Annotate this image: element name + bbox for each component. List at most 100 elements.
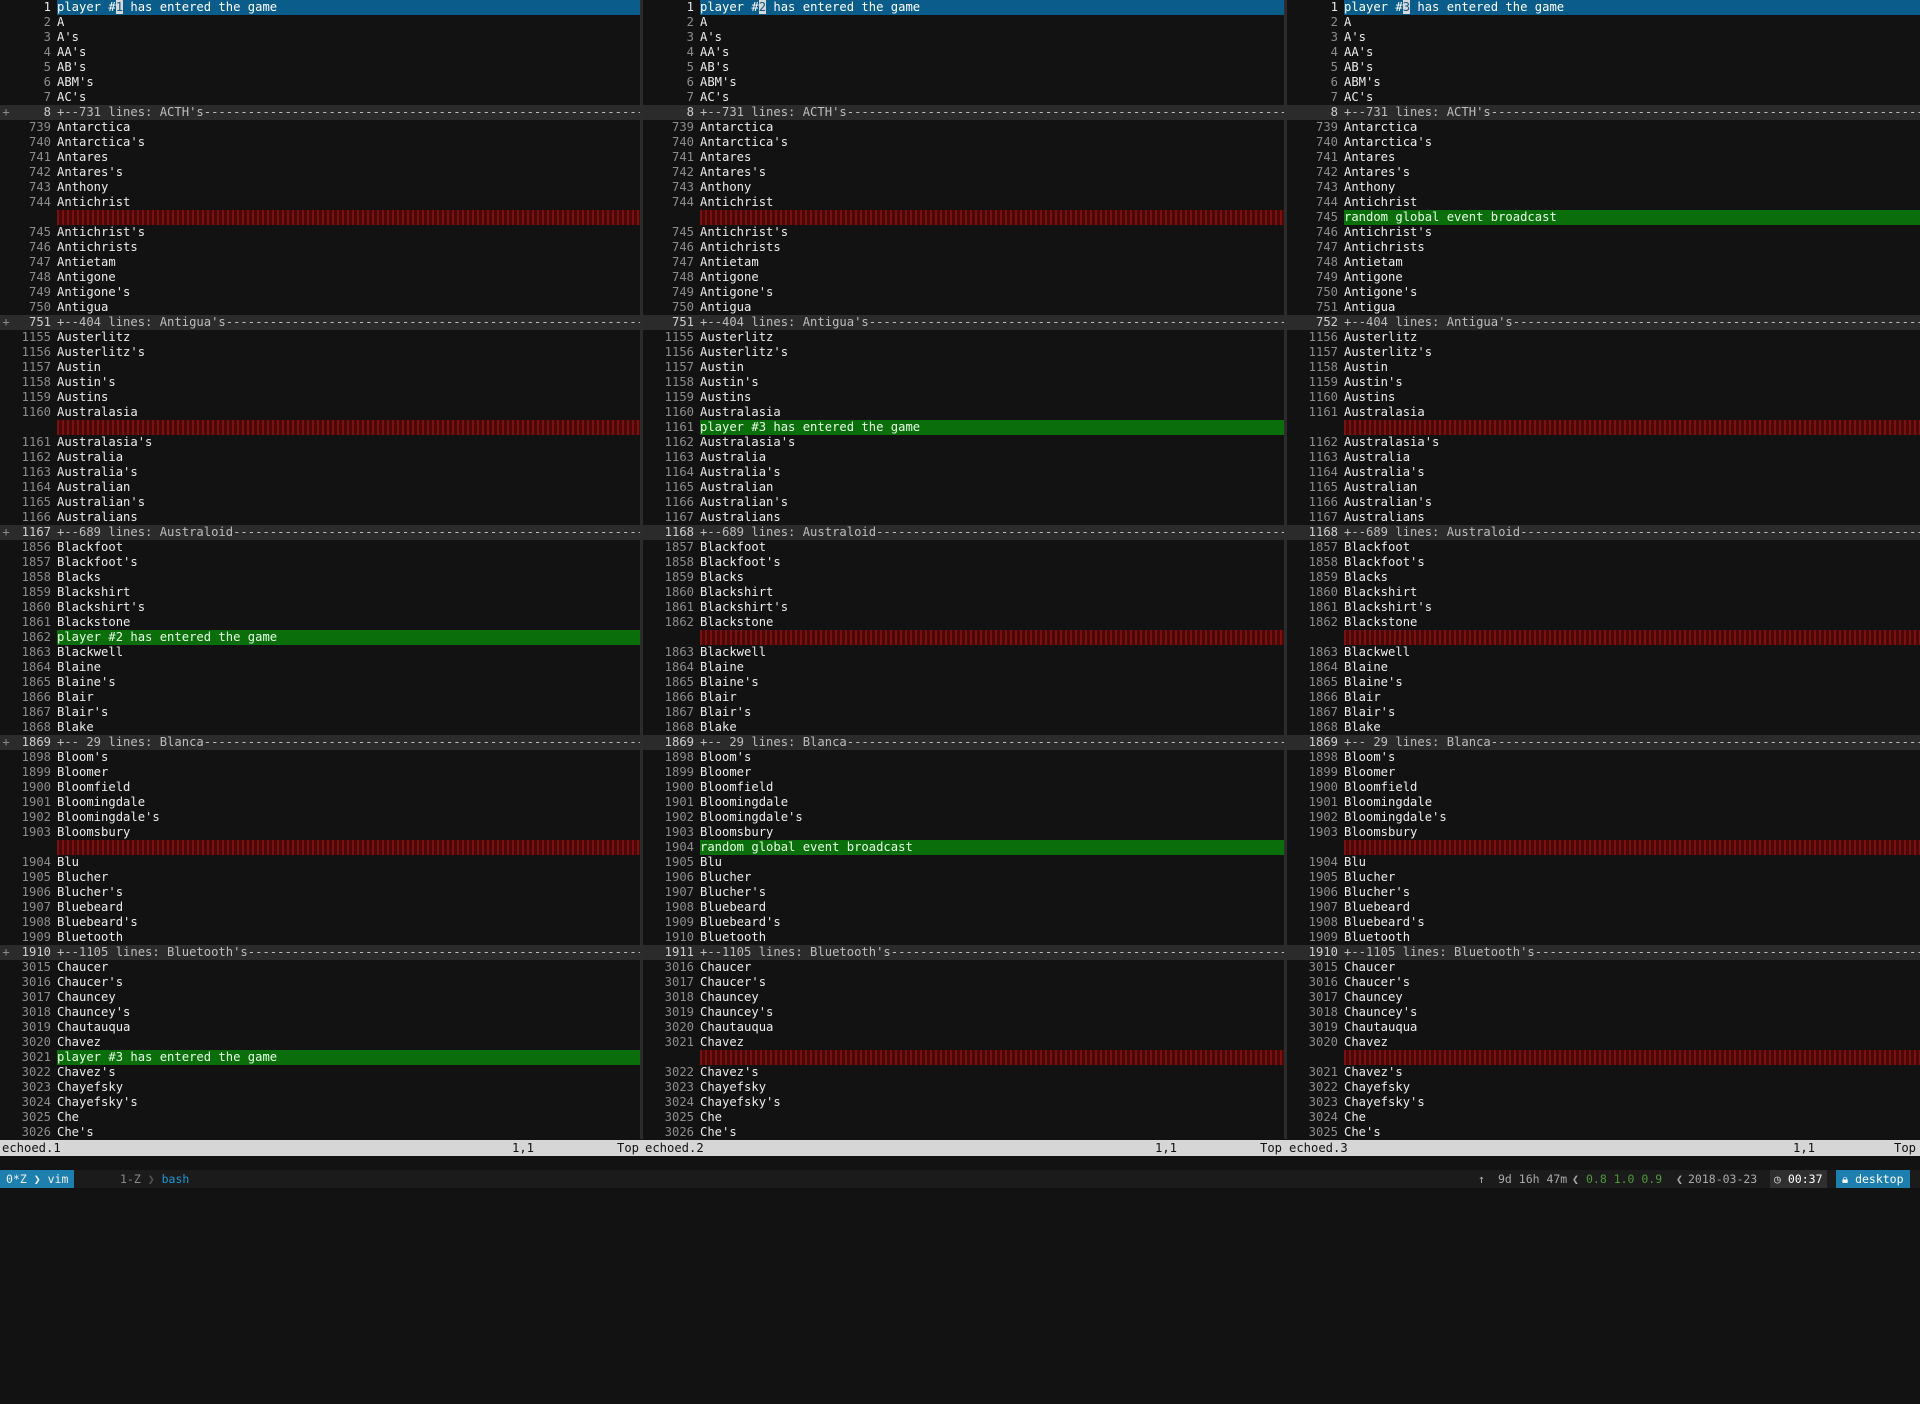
buffer-line[interactable]: 1157 Austin (643, 360, 1284, 375)
buffer-line[interactable]: 1155 Austerlitz (643, 330, 1284, 345)
buffer-line[interactable]: 3017 Chauncey (0, 990, 640, 1005)
buffer-line[interactable]: 1167 Australians (643, 510, 1284, 525)
buffer-line[interactable]: 741 Antares (1287, 150, 1920, 165)
buffer-line[interactable]: 1164 Australian (0, 480, 640, 495)
buffer-line[interactable]: 1857 Blackfoot's (0, 555, 640, 570)
buffer-line[interactable]: 1 player #2 has entered the game (643, 0, 1284, 15)
buffer-line[interactable]: 742 Antares's (0, 165, 640, 180)
buffer-line[interactable]: 1902 Bloomingdale's (643, 810, 1284, 825)
buffer-line[interactable]: 4 AA's (643, 45, 1284, 60)
buffer-line[interactable]: 1865 Blaine's (643, 675, 1284, 690)
buffer-line[interactable]: 1904 Blu (1287, 855, 1920, 870)
buffer-line[interactable]: 3026 Che's (643, 1125, 1284, 1139)
buffer-line[interactable]: 3023 Chayefsky (0, 1080, 640, 1095)
fold-line[interactable]: +8 +--731 lines: ACTH's------------------… (0, 105, 640, 120)
buffer-line[interactable]: 1160 Australasia (0, 405, 640, 420)
buffer-line[interactable]: 1863 Blackwell (643, 645, 1284, 660)
diff-filler-line[interactable] (1287, 420, 1920, 435)
buffer-line[interactable]: 1868 Blake (643, 720, 1284, 735)
buffer-line[interactable]: 1862 Blackstone (1287, 615, 1920, 630)
buffer-line[interactable]: 5 AB's (0, 60, 640, 75)
diff-filler-line[interactable] (0, 420, 640, 435)
buffer-line[interactable]: 746 Antichrists (643, 240, 1284, 255)
buffer-line[interactable]: 3022 Chavez's (643, 1065, 1284, 1080)
buffer-line[interactable]: 1906 Blucher's (0, 885, 640, 900)
buffer-line[interactable]: 749 Antigone's (643, 285, 1284, 300)
buffer-line[interactable]: 6 ABM's (0, 75, 640, 90)
buffer-line[interactable]: 1159 Austins (643, 390, 1284, 405)
buffer-line[interactable]: 1156 Austerlitz (1287, 330, 1920, 345)
buffer-line[interactable]: 747 Antietam (643, 255, 1284, 270)
buffer-line[interactable]: 1157 Austin (0, 360, 640, 375)
buffer-line[interactable]: 1901 Bloomingdale (0, 795, 640, 810)
buffer-line[interactable]: 1864 Blaine (643, 660, 1284, 675)
buffer-line[interactable]: 3023 Chayefsky's (1287, 1095, 1920, 1110)
buffer-line[interactable]: 1162 Australasia's (643, 435, 1284, 450)
buffer-line[interactable]: 1865 Blaine's (0, 675, 640, 690)
buffer-line[interactable]: 1906 Blucher (643, 870, 1284, 885)
fold-line[interactable]: 1869 +-- 29 lines: Blanca----------------… (1287, 735, 1920, 750)
buffer-line[interactable]: 1905 Blucher (1287, 870, 1920, 885)
buffer-line[interactable]: 5 AB's (643, 60, 1284, 75)
buffer-line[interactable]: 741 Antares (643, 150, 1284, 165)
buffer-line[interactable]: 7 AC's (643, 90, 1284, 105)
buffer-line[interactable]: 1903 Bloomsbury (1287, 825, 1920, 840)
diff-filler-line[interactable] (643, 630, 1284, 645)
buffer-line[interactable]: 3018 Chauncey's (0, 1005, 640, 1020)
buffer-line[interactable]: 1867 Blair's (643, 705, 1284, 720)
diff-filler-line[interactable] (0, 210, 640, 225)
buffer-line[interactable]: 1867 Blair's (1287, 705, 1920, 720)
buffer-line[interactable]: 742 Antares's (1287, 165, 1920, 180)
buffer-line[interactable]: 1158 Austin's (0, 375, 640, 390)
buffer-line[interactable]: 1903 Bloomsbury (0, 825, 640, 840)
buffer-line[interactable]: 1859 Blacks (1287, 570, 1920, 585)
diff-added-line[interactable]: 1161 player #3 has entered the game (643, 420, 1284, 435)
buffer-line[interactable]: 1867 Blair's (0, 705, 640, 720)
buffer-line[interactable]: 7 AC's (1287, 90, 1920, 105)
buffer-line[interactable]: 748 Antigone (0, 270, 640, 285)
buffer-line[interactable]: 1165 Australian (1287, 480, 1920, 495)
buffer-line[interactable]: 1864 Blaine (0, 660, 640, 675)
buffer-line[interactable]: 748 Antigone (643, 270, 1284, 285)
buffer-line[interactable]: 1866 Blair (643, 690, 1284, 705)
buffer-line[interactable]: 3025 Che's (1287, 1125, 1920, 1139)
buffer-line[interactable]: 6 ABM's (643, 75, 1284, 90)
buffer-line[interactable]: 1865 Blaine's (1287, 675, 1920, 690)
fold-line[interactable]: 8 +--731 lines: ACTH's-------------------… (643, 105, 1284, 120)
buffer-line[interactable]: 1156 Austerlitz's (643, 345, 1284, 360)
buffer-line[interactable]: 1908 Bluebeard (643, 900, 1284, 915)
buffer-line[interactable]: 6 ABM's (1287, 75, 1920, 90)
buffer-line[interactable]: 3025 Che (643, 1110, 1284, 1125)
buffer-line[interactable]: 1900 Bloomfield (0, 780, 640, 795)
buffer-line[interactable]: 3 A's (643, 30, 1284, 45)
buffer-line[interactable]: 1905 Blu (643, 855, 1284, 870)
buffer-line[interactable]: 5 AB's (1287, 60, 1920, 75)
fold-line[interactable]: +1910 +--1105 lines: Bluetooth's---------… (0, 945, 640, 960)
buffer-line[interactable]: 1159 Austins (0, 390, 640, 405)
fold-line[interactable]: 1911 +--1105 lines: Bluetooth's----------… (643, 945, 1284, 960)
buffer-line[interactable]: 1857 Blackfoot (1287, 540, 1920, 555)
buffer-line[interactable]: 1160 Australasia (643, 405, 1284, 420)
buffer-line[interactable]: 1165 Australian's (0, 495, 640, 510)
buffer-line[interactable]: 1903 Bloomsbury (643, 825, 1284, 840)
buffer-line[interactable]: 1909 Bluetooth (1287, 930, 1920, 945)
buffer-line[interactable]: 3025 Che (0, 1110, 640, 1125)
buffer-line[interactable]: 3024 Che (1287, 1110, 1920, 1125)
buffer-line[interactable]: 1861 Blackshirt's (643, 600, 1284, 615)
buffer-line[interactable]: 750 Antigua (643, 300, 1284, 315)
buffer-line[interactable]: 3021 Chavez's (1287, 1065, 1920, 1080)
buffer-line[interactable]: 3 A's (1287, 30, 1920, 45)
vim-pane-2[interactable]: 1 player #2 has entered the game 2 A 3 A's 4 AA… (643, 0, 1284, 1139)
buffer-line[interactable]: 1866 Blair (1287, 690, 1920, 705)
buffer-line[interactable]: 1907 Blucher's (643, 885, 1284, 900)
buffer-line[interactable]: 1898 Bloom's (643, 750, 1284, 765)
buffer-line[interactable]: 1156 Austerlitz's (0, 345, 640, 360)
buffer-line[interactable]: 740 Antarctica's (0, 135, 640, 150)
buffer-line[interactable]: 3019 Chauncey's (643, 1005, 1284, 1020)
buffer-line[interactable]: 748 Antietam (1287, 255, 1920, 270)
buffer-line[interactable]: 750 Antigua (0, 300, 640, 315)
buffer-line[interactable]: 1909 Bluetooth (0, 930, 640, 945)
buffer-line[interactable]: 1864 Blaine (1287, 660, 1920, 675)
pane-divider[interactable] (1284, 0, 1287, 1139)
fold-line[interactable]: +751 +--404 lines: Antigua's-------------… (0, 315, 640, 330)
